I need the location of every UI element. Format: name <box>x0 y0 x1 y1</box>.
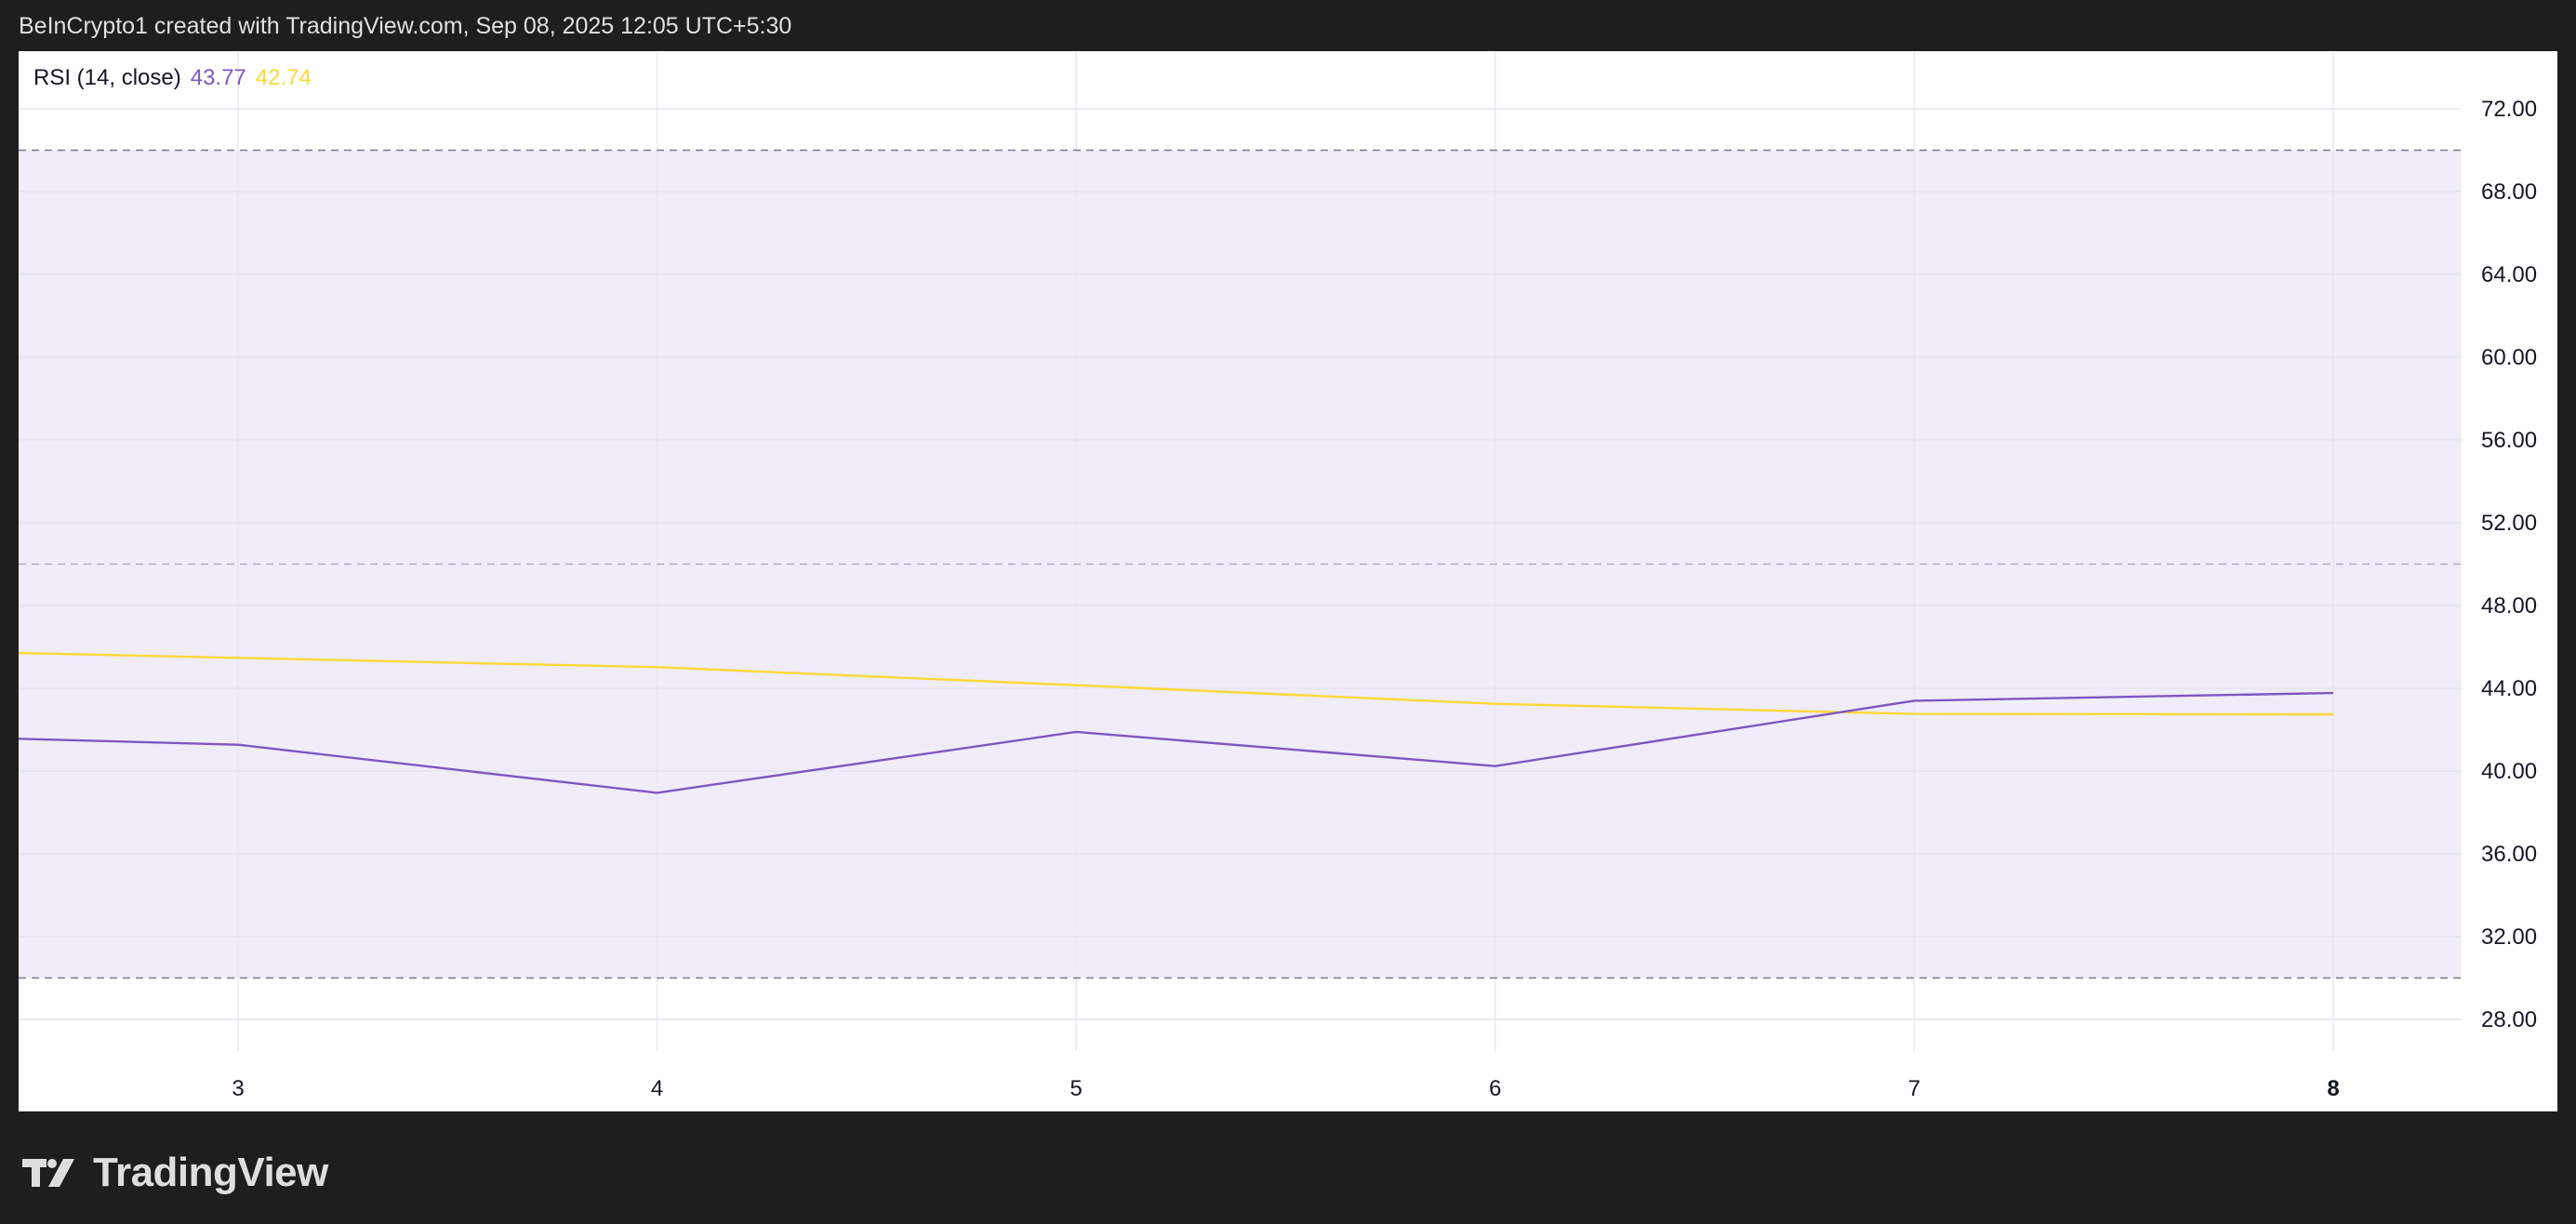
ma-value: 42.74 <box>255 65 312 90</box>
x-tick-label: 5 <box>1070 1076 1082 1101</box>
x-tick-label: 6 <box>1489 1076 1501 1101</box>
x-tick-label: 4 <box>651 1076 663 1101</box>
y-tick-label: 36.00 <box>2481 842 2537 867</box>
y-tick-label: 56.00 <box>2481 428 2537 453</box>
y-tick-label: 48.00 <box>2481 593 2537 619</box>
tradingview-logo-icon <box>22 1159 74 1187</box>
x-tick-label: 8 <box>2327 1076 2339 1101</box>
indicator-name: RSI (14, close) <box>33 65 181 90</box>
y-tick-label: 60.00 <box>2481 345 2537 370</box>
y-tick-label: 52.00 <box>2481 511 2537 536</box>
y-tick-label: 32.00 <box>2481 925 2537 950</box>
footer: TradingView <box>22 1150 328 1196</box>
series-group <box>19 651 2334 794</box>
y-tick-label: 28.00 <box>2481 1007 2537 1032</box>
x-tick-label: 3 <box>232 1076 244 1101</box>
rsi-line <box>19 691 2334 794</box>
y-tick-label: 72.00 <box>2481 97 2537 122</box>
y-tick-label: 64.00 <box>2481 262 2537 287</box>
rsi-ma-line <box>19 651 2334 716</box>
brand-name: TradingView <box>93 1150 328 1195</box>
y-tick-label: 40.00 <box>2481 759 2537 784</box>
y-tick-label: 44.00 <box>2481 676 2537 701</box>
chart-attribution: BeInCrypto1 created with TradingView.com… <box>19 13 792 39</box>
indicator-legend: RSI (14, close) 43.77 42.74 <box>33 65 321 91</box>
y-tick-label: 68.00 <box>2481 180 2537 205</box>
rsi-value: 43.77 <box>190 65 246 90</box>
x-tick-label: 7 <box>1908 1076 1920 1101</box>
